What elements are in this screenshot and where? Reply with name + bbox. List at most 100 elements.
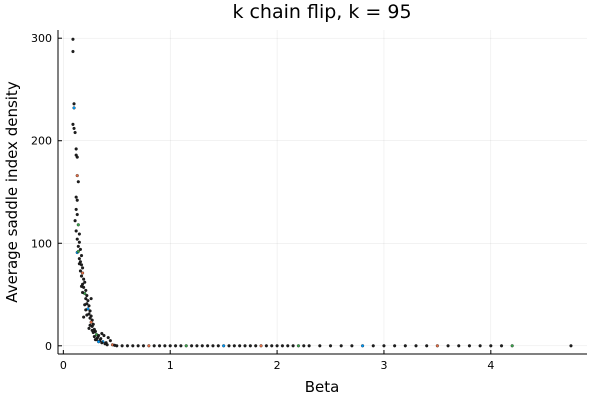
data-point — [74, 147, 78, 151]
data-point — [371, 344, 375, 348]
data-point — [280, 344, 284, 348]
data-point — [350, 344, 354, 348]
data-point — [78, 247, 82, 251]
data-point — [108, 339, 112, 343]
data-point — [168, 344, 172, 348]
data-point — [75, 174, 79, 178]
x-axis-title: Beta — [305, 378, 340, 396]
y-tick-label: 100 — [31, 237, 52, 250]
y-tick-label: 0 — [45, 340, 52, 353]
data-point — [425, 344, 429, 348]
data-point — [72, 126, 76, 130]
data-point — [131, 344, 135, 348]
data-point — [85, 294, 89, 298]
data-point — [100, 331, 104, 336]
chart-title: k chain flip, k = 95 — [232, 1, 411, 23]
data-point — [361, 344, 365, 348]
data-point — [259, 344, 263, 348]
data-point — [105, 343, 109, 347]
data-point — [200, 344, 204, 348]
data-point — [75, 155, 79, 159]
data-point — [87, 326, 91, 330]
data-point — [136, 344, 140, 348]
data-point — [102, 333, 106, 338]
data-point — [92, 335, 96, 339]
data-point — [382, 344, 386, 348]
data-point — [77, 262, 81, 266]
data-point — [76, 249, 80, 254]
data-point — [84, 297, 88, 301]
data-point — [76, 244, 80, 248]
data-point — [89, 320, 93, 324]
data-point — [499, 344, 504, 348]
data-point — [190, 344, 194, 348]
data-point — [79, 254, 84, 258]
data-point — [403, 344, 407, 348]
data-point — [467, 344, 471, 348]
data-point — [74, 207, 78, 211]
data-point — [222, 344, 226, 348]
data-point — [115, 344, 119, 348]
data-point — [296, 344, 301, 348]
data-point — [97, 340, 101, 344]
x-tick-label: 4 — [487, 359, 494, 372]
data-point — [72, 106, 76, 110]
data-point — [147, 344, 151, 348]
data-point — [489, 344, 493, 348]
data-point — [414, 344, 418, 348]
axis-ticks: 0 1 2 3 4 0 100 200 300 — [31, 32, 494, 372]
data-point — [328, 344, 333, 348]
data-point — [81, 290, 85, 295]
data-point — [100, 341, 104, 345]
data-point — [206, 344, 210, 348]
data-point — [89, 297, 93, 301]
data-point — [84, 308, 88, 312]
data-point — [195, 344, 199, 348]
data-point — [478, 344, 482, 348]
data-point — [81, 271, 85, 275]
data-point — [211, 344, 215, 348]
data-point — [302, 344, 306, 348]
data-point — [84, 288, 88, 292]
data-point — [179, 344, 183, 348]
data-point — [174, 344, 178, 348]
data-point — [125, 344, 130, 348]
x-tick-label: 2 — [274, 359, 281, 372]
data-point — [248, 344, 252, 348]
data-point — [71, 37, 75, 41]
data-point — [339, 344, 343, 348]
data-point — [254, 344, 258, 348]
data-point — [87, 304, 91, 308]
data-point — [457, 344, 461, 348]
data-point — [75, 237, 79, 241]
data-point — [72, 102, 76, 106]
data-point — [74, 195, 78, 199]
data-point — [83, 280, 87, 284]
data-point — [79, 274, 84, 278]
data-points — [71, 37, 573, 348]
data-point — [77, 257, 81, 261]
data-point — [78, 269, 82, 273]
data-point — [74, 229, 78, 233]
data-point — [71, 122, 75, 126]
data-point — [71, 49, 75, 54]
data-point — [243, 344, 247, 348]
data-point — [88, 323, 92, 327]
data-point — [86, 299, 90, 303]
data-point — [90, 328, 94, 332]
data-point — [94, 338, 99, 342]
x-tick-label: 1 — [167, 359, 174, 372]
data-point — [157, 344, 162, 348]
data-point — [88, 316, 92, 320]
data-point — [76, 180, 80, 184]
data-point — [83, 303, 87, 307]
data-point — [79, 284, 84, 288]
data-point — [85, 313, 89, 317]
y-tick-label: 300 — [31, 32, 52, 45]
data-point — [77, 232, 81, 236]
data-point — [270, 344, 274, 348]
data-point — [77, 240, 81, 244]
x-tick-label: 3 — [380, 359, 387, 372]
data-point — [141, 344, 146, 348]
